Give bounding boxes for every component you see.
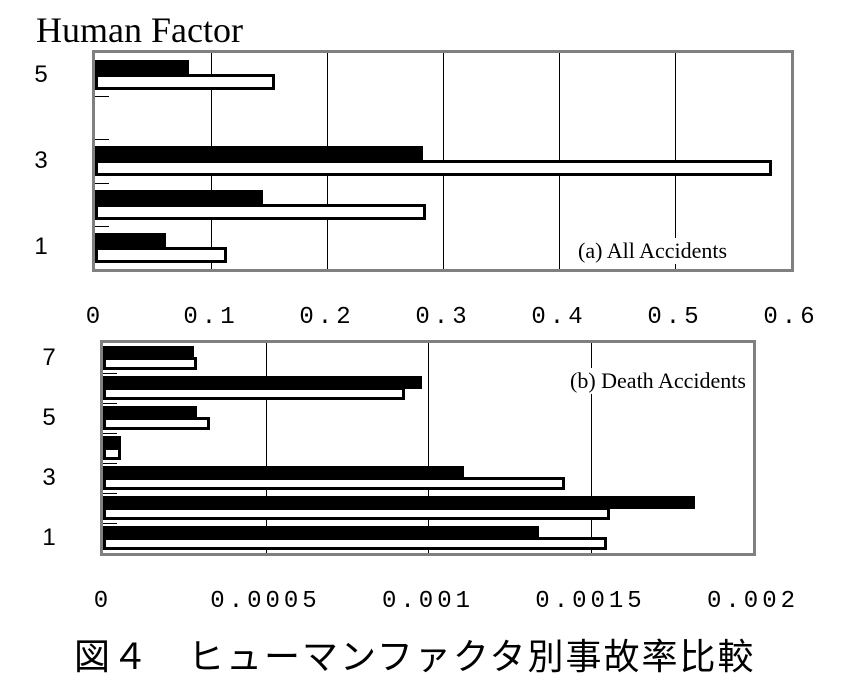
bar-black-cat-2 xyxy=(95,189,264,206)
x-label: 0.1 xyxy=(183,304,239,331)
y-label-7: 7 xyxy=(42,344,56,371)
bar-black-cat-5 xyxy=(95,60,189,76)
figure-caption: 図４ ヒューマンファクタ別事故率比較 xyxy=(74,637,756,678)
y-tick xyxy=(103,403,117,404)
y-label-5: 5 xyxy=(42,404,56,431)
chart-title: Human Factor xyxy=(36,10,243,50)
x-label: 0 xyxy=(93,588,113,615)
bar-white-cat-1 xyxy=(103,537,607,550)
bar-white-cat-3 xyxy=(103,477,565,490)
y-tick xyxy=(95,96,109,98)
bar-white-cat-7 xyxy=(103,357,198,370)
x-label: 0 xyxy=(85,304,105,331)
bar-black-cat-2 xyxy=(103,496,695,509)
y-tick xyxy=(95,225,109,227)
bar-black-cat-3 xyxy=(95,146,424,163)
bar-white-cat-6 xyxy=(103,387,406,400)
x-label: 0.0005 xyxy=(210,588,321,615)
y-tick xyxy=(95,182,109,184)
y-label-3: 3 xyxy=(42,464,56,491)
x-label: 0.3 xyxy=(415,304,471,331)
x-label: 0.0015 xyxy=(535,588,646,615)
bar-black-cat-5 xyxy=(103,406,198,419)
x-label: 0.2 xyxy=(299,304,355,331)
x-label: 0.5 xyxy=(647,304,703,331)
y-label-5: 5 xyxy=(34,60,48,88)
gridline xyxy=(590,343,592,553)
y-label-1: 1 xyxy=(34,233,48,261)
bar-black-cat-4 xyxy=(103,436,121,449)
y-label-3: 3 xyxy=(34,147,48,174)
bar-black-cat-3 xyxy=(103,466,464,479)
plot-all-accidents xyxy=(92,50,794,272)
y-label-1: 1 xyxy=(42,524,56,551)
bar-black-cat-6 xyxy=(103,376,422,389)
bar-white-cat-2 xyxy=(103,507,610,520)
subtitle-death-accidents: (b) Death Accidents xyxy=(568,368,748,394)
bar-black-cat-1 xyxy=(95,232,166,249)
bar-white-cat-1 xyxy=(95,246,228,263)
gridline xyxy=(428,343,429,553)
bar-white-cat-5 xyxy=(103,417,211,430)
bar-white-cat-5 xyxy=(95,74,275,90)
bar-black-cat-1 xyxy=(103,526,539,539)
x-label: 0.6 xyxy=(763,304,819,331)
y-tick xyxy=(103,433,117,434)
bar-black-cat-7 xyxy=(103,346,194,359)
y-tick xyxy=(103,493,117,494)
y-tick xyxy=(103,463,117,464)
x-label: 0.002 xyxy=(706,588,800,615)
y-tick xyxy=(95,139,109,141)
subtitle-all-accidents: (a) All Accidents xyxy=(576,238,730,264)
bar-white-cat-4 xyxy=(103,447,121,460)
x-label: 0.4 xyxy=(531,304,587,331)
gridline xyxy=(265,343,267,553)
x-label: 0.001 xyxy=(381,588,475,615)
plot-death-accidents xyxy=(100,340,756,556)
y-tick xyxy=(103,373,117,374)
bar-white-cat-2 xyxy=(95,203,426,220)
bar-white-cat-3 xyxy=(95,160,773,177)
y-tick xyxy=(103,523,117,524)
